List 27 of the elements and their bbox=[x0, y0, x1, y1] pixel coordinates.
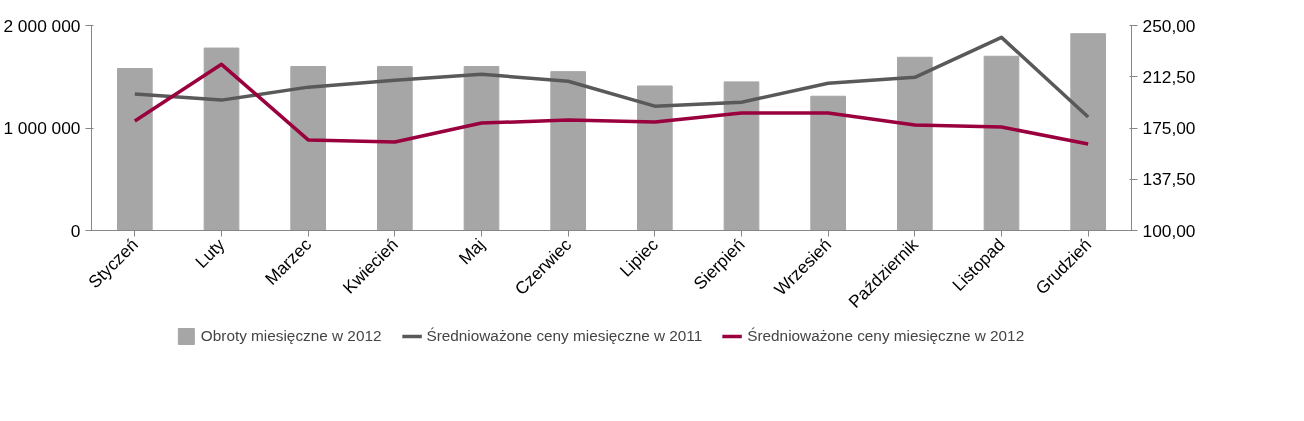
bar bbox=[550, 71, 586, 231]
y2-tick-label: 100,00 bbox=[1142, 220, 1196, 241]
line-series bbox=[133, 35, 1090, 119]
bar bbox=[377, 66, 413, 231]
legend-label: Średnioważone ceny miesięczne w 2012 bbox=[747, 327, 1025, 345]
bar bbox=[983, 55, 1020, 231]
y2-tick-label: 250,00 bbox=[1142, 15, 1196, 36]
y-tick-label: 0 bbox=[70, 220, 81, 241]
bar bbox=[1070, 33, 1106, 231]
bar bbox=[637, 85, 673, 231]
line-series bbox=[133, 62, 1090, 146]
bar bbox=[810, 95, 846, 231]
bar bbox=[897, 56, 933, 231]
y2-tick-label: 137,50 bbox=[1142, 169, 1196, 190]
bar bbox=[463, 66, 500, 231]
legend-label: Obroty miesięczne w 2012 bbox=[200, 327, 382, 345]
y2-tick-label: 212,50 bbox=[1142, 66, 1196, 87]
bar bbox=[723, 81, 760, 231]
y-tick-label: 2 000 000 bbox=[3, 15, 81, 36]
bar bbox=[290, 66, 326, 231]
bar bbox=[203, 47, 240, 231]
x-tick-label: Luty bbox=[191, 234, 229, 272]
x-tick-label: Maj bbox=[454, 234, 489, 269]
y2-tick-label: 175,00 bbox=[1142, 118, 1196, 138]
bar bbox=[117, 68, 153, 231]
legend-label: Średnioważone ceny miesięczne w 2011 bbox=[426, 327, 703, 345]
y-tick-label: 1 000 000 bbox=[3, 118, 81, 138]
